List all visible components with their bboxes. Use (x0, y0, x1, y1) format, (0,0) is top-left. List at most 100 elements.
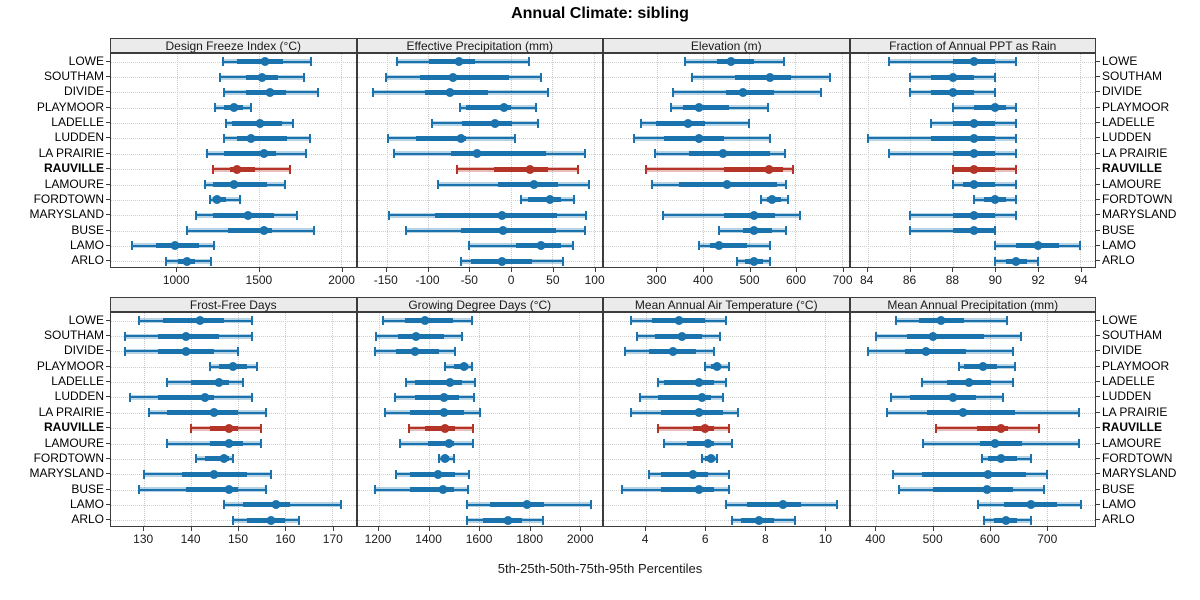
site-label-left: PLAYMOOR (36, 358, 104, 373)
iqr-band (424, 89, 488, 95)
whisker-cap (1015, 164, 1018, 174)
axis-tick-label: 140 (180, 532, 201, 546)
axis-tick (995, 268, 997, 272)
axis-row-tick (1096, 319, 1100, 321)
median-dot (694, 408, 704, 418)
iqr-band (451, 151, 546, 157)
axis-row-tick (1096, 76, 1100, 78)
median-dot (948, 87, 958, 97)
axis-row-tick (106, 137, 110, 139)
median-dot (996, 423, 1006, 433)
median-dot (683, 118, 693, 128)
whisker-cap (690, 72, 693, 82)
axis-row-tick (106, 244, 110, 246)
axis-row-tick (106, 183, 110, 185)
whisker-cap (672, 87, 675, 97)
median-dot (969, 164, 979, 174)
grid-line (428, 313, 430, 526)
whisker-cap (737, 408, 740, 418)
panel-strip: Design Freeze Index (°C) (110, 38, 357, 53)
grid-line (824, 313, 826, 526)
whisker-cap (147, 408, 150, 418)
axis-row-tick (1096, 137, 1100, 139)
median-dot (410, 346, 420, 356)
whisker-cap (731, 515, 734, 525)
site-label-left: LAMO (69, 496, 104, 511)
row-guide (850, 458, 1095, 460)
whisker-cap (635, 331, 638, 341)
grid-line (469, 54, 471, 267)
axis-row-tick (106, 488, 110, 490)
iqr-band (427, 441, 455, 447)
axis-row-tick (1096, 365, 1100, 367)
median-dot (928, 331, 938, 341)
whisker-cap (977, 500, 980, 510)
axis-row-tick (1096, 214, 1100, 216)
axis-tick-label: 2000 (566, 532, 594, 546)
median-dot (969, 180, 979, 190)
axis-row-tick (1096, 503, 1100, 505)
axis-tick-label: 600 (785, 273, 807, 287)
median-dot (749, 226, 759, 236)
axis-tick-label: 92 (1031, 273, 1045, 287)
iqr-band (237, 59, 284, 65)
whisker-cap (909, 210, 912, 220)
whisker-cap (1005, 316, 1008, 326)
median-dot (522, 500, 532, 510)
whisker-cap (250, 103, 253, 113)
median-dot (497, 210, 507, 220)
whisker-cap (662, 439, 665, 449)
whisker-cap (308, 133, 311, 143)
whisker-cap (930, 118, 933, 128)
iqr-band (227, 228, 272, 234)
site-label-right: DIVIDE (1102, 343, 1143, 358)
range-line (910, 229, 996, 232)
iqr-band (687, 441, 715, 447)
iqr-band (212, 212, 275, 218)
whisker-cap (232, 515, 235, 525)
median-dot (764, 164, 774, 174)
grid-line (510, 54, 512, 267)
axis-row-tick (106, 427, 110, 429)
axis-tick-label: 1000 (162, 273, 190, 287)
whisker-cap (213, 241, 216, 251)
whisker-cap (465, 515, 468, 525)
iqr-band (528, 197, 561, 203)
whisker-cap (1020, 331, 1023, 341)
iqr-band (158, 394, 215, 400)
whisker-cap (1015, 57, 1018, 67)
axis-tick (511, 268, 513, 272)
grid-line (795, 54, 797, 267)
whisker-cap (260, 439, 263, 449)
axis-tick (656, 268, 658, 272)
median-dot (232, 164, 242, 174)
site-label-left: LA PRAIRIE (38, 404, 104, 419)
site-label-left: ARLO (71, 253, 104, 268)
axis-row-tick (1096, 427, 1100, 429)
site-label-right: LAMO (1102, 237, 1137, 252)
whisker-cap (460, 256, 463, 266)
whisker-cap (255, 362, 258, 372)
whisker-cap (454, 346, 457, 356)
whisker-cap (572, 195, 575, 205)
whisker-cap (829, 72, 832, 82)
whisker-cap (251, 316, 254, 326)
whisker-cap (519, 195, 522, 205)
whisker-cap (138, 316, 141, 326)
whisker-cap (1015, 133, 1018, 143)
iqr-band (663, 379, 715, 385)
axis-row-tick (106, 122, 110, 124)
iqr-band (209, 425, 238, 431)
iqr-band (205, 456, 229, 462)
whisker-cap (236, 346, 239, 356)
whisker-cap (1014, 362, 1017, 372)
axis-row-tick (1096, 106, 1100, 108)
whisker-cap (890, 392, 893, 402)
row-guide (357, 382, 602, 384)
axis-row-tick (106, 229, 110, 231)
grid-line (143, 313, 145, 526)
median-dot (1026, 500, 1036, 510)
median-dot (271, 500, 281, 510)
whisker-cap (387, 210, 390, 220)
